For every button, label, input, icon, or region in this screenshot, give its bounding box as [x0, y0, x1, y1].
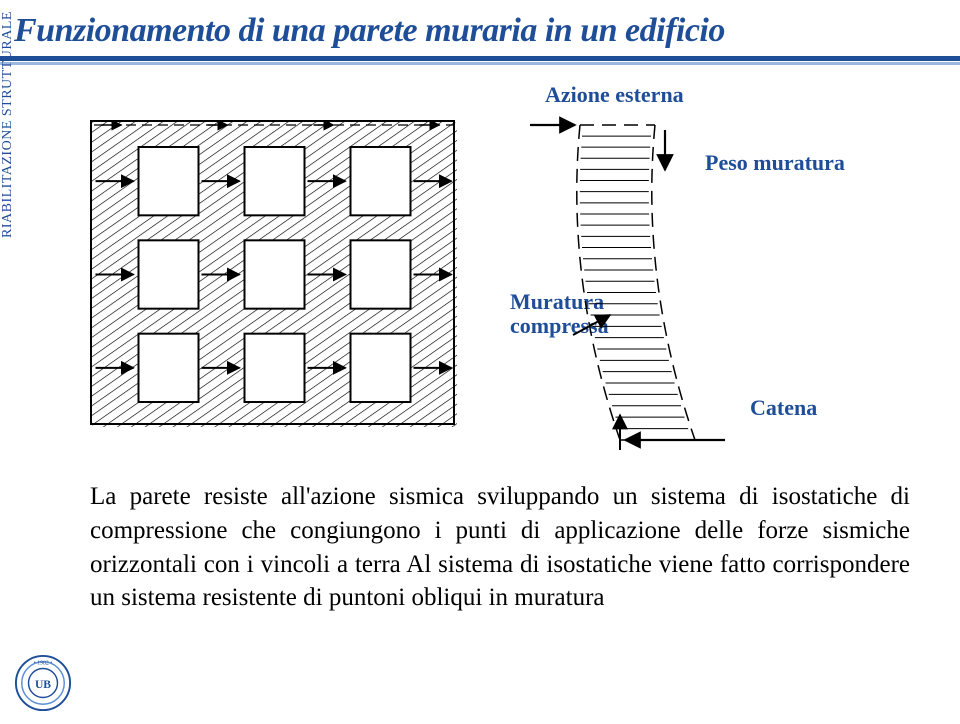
- page-title: Funzionamento di una parete muraria in u…: [0, 0, 960, 56]
- sidebar-meta: RIABILITAZIONE STRUTTURALE A.A. 2011 – 2…: [0, 0, 16, 270]
- title-rule-light: [0, 62, 960, 65]
- badge-center-text: UB: [35, 678, 51, 691]
- figure-wall-diagram: [90, 120, 455, 425]
- label-azione-esterna: Azione esterna: [545, 82, 684, 108]
- title-rule-dark: [0, 56, 960, 61]
- figure-pier-diagram: [525, 110, 765, 455]
- institution-badge-icon: UB • 1982 •: [14, 654, 72, 712]
- title-bar: Funzionamento di una parete muraria in u…: [0, 0, 960, 65]
- sidebar-course: RIABILITAZIONE STRUTTURALE: [0, 11, 15, 238]
- body-text: La parete resiste all'azione sismica svi…: [90, 480, 910, 615]
- badge-year-text: • 1982 •: [34, 661, 53, 667]
